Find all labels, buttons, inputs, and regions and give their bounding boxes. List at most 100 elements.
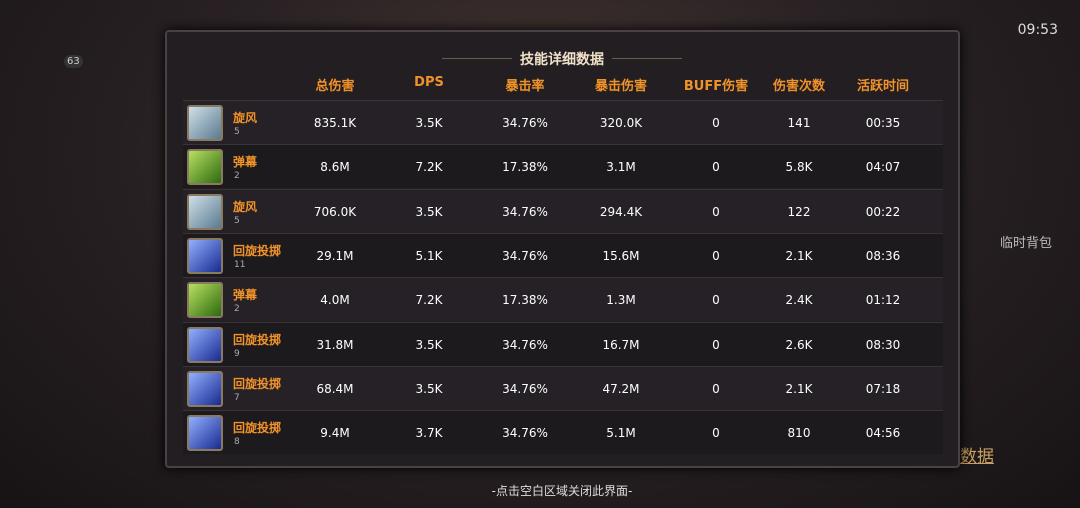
skill-level: 9 [234,348,240,359]
skill-name: 回旋投掷 [233,243,282,258]
column-header: BUFF伤害 [683,79,749,94]
stat-value: 17.38% [502,160,548,175]
stat-value: 8.6M [320,160,350,175]
skill-level: 8 [234,437,240,448]
skill-name: 旋风 [233,199,258,214]
skill-level: 5 [234,215,240,226]
stat-value: 04:56 [865,426,901,441]
stat-value: 5.1K [415,248,443,263]
skill-row: 旋风 5 706.0K 3.5K 34.76% 294.4K 0 122 00:22 [183,188,943,233]
stat-value: 7.2K [415,293,443,308]
skill-name: 回旋投掷 [233,421,282,436]
column-header: 暴击伤害 [594,79,648,94]
stat-value: 3.5K [415,116,443,130]
column-header: DPS [414,75,444,90]
skill-icon [187,193,223,230]
stat-value: 34.76% [502,204,548,219]
stat-value: 0 [712,116,720,130]
stat-value: 3.5K [415,204,443,219]
skill-row: 旋风 5 835.1K 3.5K 34.76% 320.0K 0 141 00:35 [183,100,943,144]
stat-value: 835.1K [313,116,357,130]
stat-value: 15.6M [602,248,640,263]
skill-level: 5 [234,127,240,137]
skill-row: 回旋投掷 8 9.4M 3.7K 34.76% 5.1M 0 810 04:56 [183,410,943,455]
stat-value: 08:30 [865,337,901,352]
stat-value: 810 [787,426,811,441]
skill-icon [187,415,223,452]
stat-value: 31.8M [316,337,354,352]
panel-title: 技能详细数据 [512,49,612,69]
skill-icon [187,326,223,363]
stat-value: 122 [787,204,811,219]
stat-value: 7.2K [415,160,443,175]
data-link[interactable]: 数据 [960,447,994,467]
stat-value: 2.6K [785,337,813,352]
stat-value: 5.8K [785,160,813,175]
stat-value: 0 [712,426,720,441]
stat-value: 9.4M [320,426,350,441]
skill-name: 回旋投掷 [233,332,282,347]
skill-name: 旋风 [233,111,258,125]
stat-value: 3.5K [415,337,443,352]
stat-value: 0 [712,293,720,308]
stat-value: 320.0K [599,116,643,130]
stat-value: 2.1K [785,248,813,263]
skill-icon [187,370,223,407]
skill-icon [187,149,223,186]
skill-row: 回旋投掷 11 29.1M 5.1K 34.76% 15.6M 0 2.1K 08:36 [183,232,943,277]
stat-value: 17.38% [502,293,548,308]
skill-level: 7 [234,392,240,403]
stat-value: 1.3M [606,293,636,308]
stat-value: 141 [787,116,811,130]
skill-row: 弹幕 2 8.6M 7.2K 17.38% 3.1M 0 5.8K 04:07 [183,144,943,189]
stat-value: 34.76% [502,248,548,263]
player-level: 63 [64,55,83,68]
stat-value: 3.7K [415,426,443,441]
skill-icon [187,237,223,274]
stat-value: 07:18 [865,381,901,396]
stat-value: 34.76% [502,426,548,441]
stat-value: 3.1M [606,160,636,175]
skill-level: 2 [234,171,240,182]
stat-value: 0 [712,248,720,263]
stat-value: 2.4K [785,293,813,308]
timer: 09:53 [1017,22,1058,38]
skill-icon [187,282,223,319]
skill-row: 回旋投掷 9 31.8M 3.5K 34.76% 16.7M 0 2.6K 08:30 [183,321,943,366]
column-header: 伤害次数 [772,79,826,94]
stat-value: 34.76% [502,381,548,396]
stat-value: 5.1M [606,426,636,441]
stat-value: 00:35 [865,116,901,130]
stat-value: 01:12 [865,293,901,308]
stat-value: 16.7M [602,337,640,352]
stat-value: 08:36 [865,248,901,263]
stat-value: 34.76% [502,116,548,130]
skill-icon [187,105,223,141]
skill-row: 回旋投掷 7 68.4M 3.5K 34.76% 47.2M 0 2.1K 07:18 [183,365,943,410]
column-header: 暴击率 [505,79,545,94]
skill-name: 回旋投掷 [233,376,282,391]
stat-value: 29.1M [316,248,354,263]
close-hint[interactable]: -点击空白区域关闭此界面- [491,484,633,498]
skill-name: 弹幕 [233,288,258,303]
stat-value: 0 [712,381,720,396]
stat-value: 3.5K [415,381,443,396]
stat-value: 706.0K [313,204,357,219]
skill-row: 弹幕 2 4.0M 7.2K 17.38% 1.3M 0 2.4K 01:12 [183,277,943,322]
stat-value: 34.76% [502,337,548,352]
column-header: 总伤害 [315,79,355,94]
stat-value: 2.1K [785,381,813,396]
stat-value: 4.0M [320,293,350,308]
stat-value: 04:07 [865,160,901,175]
stat-value: 47.2M [602,381,640,396]
stat-value: 0 [712,160,720,175]
skill-level: 11 [234,259,246,270]
stat-value: 294.4K [599,204,643,219]
skill-level: 2 [234,304,240,315]
skill-data-panel: 技能详细数据 总伤害 DPS 暴击率 暴击伤害 BUFF伤害 伤害次数 活跃时间 旋风 5 835… [165,30,960,468]
stat-value: 00:22 [865,204,901,219]
bag-button[interactable]: 临时背包 [1000,236,1053,251]
skill-name: 弹幕 [233,155,258,170]
stat-value: 0 [712,337,720,352]
